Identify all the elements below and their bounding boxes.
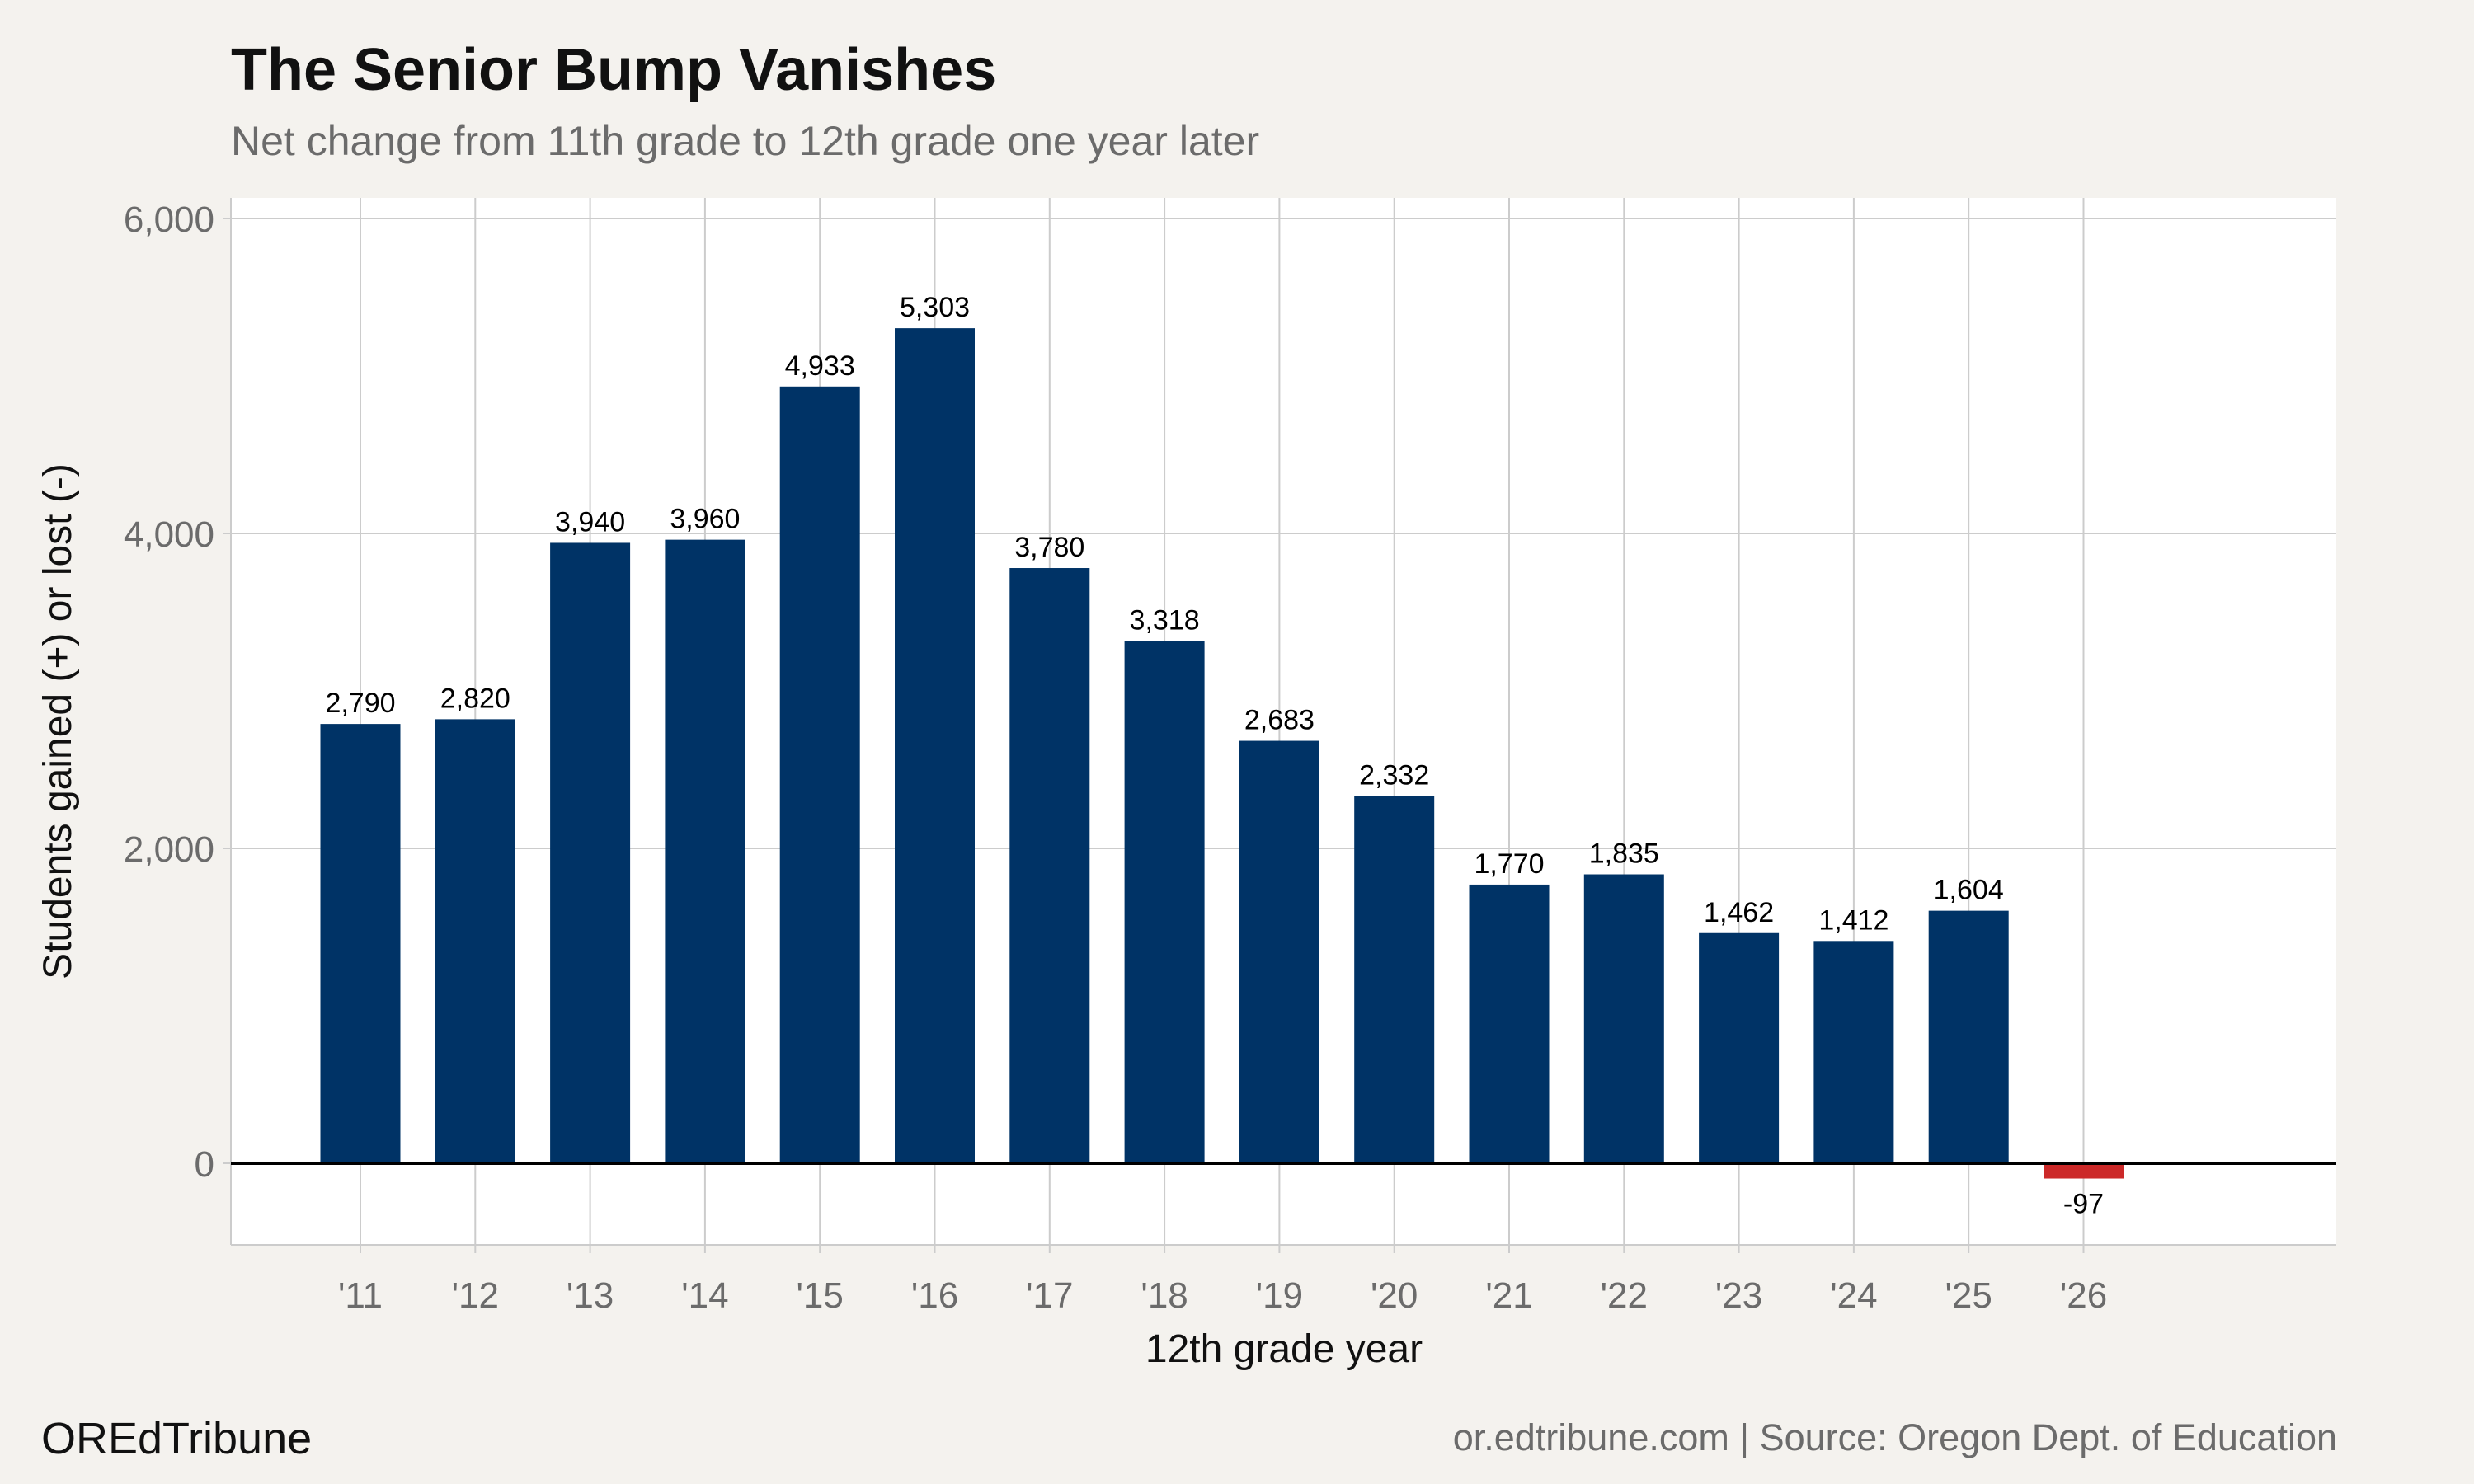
bar: [1239, 740, 1319, 1163]
bar: [1699, 932, 1780, 1163]
bar-value-label: 2,683: [1244, 705, 1315, 736]
x-axis-ticks: '11 '12 '13 '14 '15 '16 '17 '18 '19 '20 '21 '22 '23 '…: [338, 1245, 2107, 1316]
x-tick-label: '22: [1601, 1275, 1648, 1316]
y-tick-label: 4,000: [124, 514, 214, 555]
bar: [435, 719, 515, 1163]
y-tick-label: 0: [195, 1144, 214, 1185]
bar: [1928, 910, 2009, 1163]
bar-value-label: -97: [2063, 1189, 2104, 1220]
bar-value-label: 3,940: [555, 506, 625, 538]
x-tick-label: '21: [1485, 1275, 1532, 1316]
bar-value-label: 2,790: [325, 688, 395, 719]
bar: [1583, 874, 1664, 1163]
bar-value-label: 1,770: [1474, 848, 1544, 880]
x-tick-label: '12: [452, 1275, 499, 1316]
x-tick-label: '17: [1026, 1275, 1073, 1316]
brand-name: OREdTribune: [41, 1414, 313, 1463]
x-tick-label: '18: [1141, 1275, 1188, 1316]
bar-value-label: 1,604: [1934, 875, 2004, 906]
x-axis-label: 12th grade year: [1145, 1327, 1423, 1371]
x-tick-label: '13: [567, 1275, 614, 1316]
bar-value-label: 2,332: [1359, 760, 1429, 791]
y-tick-label: 6,000: [124, 200, 214, 240]
bar-value-label: 4,933: [785, 350, 855, 382]
bar-value-label: 1,462: [1704, 897, 1774, 928]
chart-title: The Senior Bump Vanishes: [231, 37, 997, 103]
x-tick-label: '20: [1371, 1275, 1418, 1316]
y-axis-ticks: 0 2,000 4,000 6,000: [124, 200, 231, 1185]
x-tick-label: '24: [1830, 1275, 1877, 1316]
bar-value-label: 1,835: [1589, 838, 1659, 870]
bar: [2044, 1163, 2124, 1179]
bar: [1124, 641, 1205, 1163]
bar: [665, 539, 745, 1163]
bar-value-label: 3,318: [1130, 604, 1200, 636]
bars: [320, 328, 2124, 1179]
bar: [1354, 796, 1435, 1163]
bar-value-label: 1,412: [1818, 904, 1888, 936]
value-labels: 2,790 2,820 3,940 3,960 4,933 5,303 3,780 3,318…: [325, 292, 2104, 1219]
bar: [1469, 884, 1550, 1163]
x-tick-label: '11: [338, 1275, 383, 1316]
bar-value-label: 3,960: [670, 504, 740, 535]
x-tick-label: '19: [1256, 1275, 1303, 1316]
x-tick-label: '23: [1715, 1275, 1762, 1316]
y-axis-label: Students gained (+) or lost (-): [36, 463, 80, 979]
bar-value-label: 2,820: [440, 683, 510, 714]
source-credit: or.edtribune.com | Source: Oregon Dept. …: [1452, 1416, 2337, 1458]
bar: [895, 328, 975, 1163]
bar: [550, 542, 631, 1163]
bar: [1813, 941, 1894, 1163]
x-tick-label: '26: [2060, 1275, 2107, 1316]
chart-subtitle: Net change from 11th grade to 12th grade…: [231, 118, 1260, 164]
y-tick-label: 2,000: [124, 829, 214, 870]
bar-value-label: 3,780: [1014, 532, 1084, 563]
bar: [1009, 568, 1090, 1163]
x-tick-label: '15: [797, 1275, 844, 1316]
x-tick-label: '16: [911, 1275, 958, 1316]
bar: [779, 386, 860, 1163]
bar: [320, 724, 401, 1163]
bar-value-label: 5,303: [900, 292, 970, 323]
x-tick-label: '25: [1945, 1275, 1992, 1316]
x-tick-label: '14: [681, 1275, 728, 1316]
